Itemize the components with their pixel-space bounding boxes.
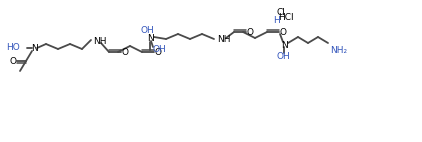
Text: H: H xyxy=(273,15,280,25)
Text: NH: NH xyxy=(93,36,106,45)
Text: HO: HO xyxy=(6,42,20,52)
Text: O: O xyxy=(279,28,287,36)
Text: Cl: Cl xyxy=(276,8,285,16)
Text: O: O xyxy=(246,28,254,36)
Text: N: N xyxy=(31,43,38,53)
Text: OH: OH xyxy=(152,44,166,54)
Text: HCl: HCl xyxy=(278,12,294,21)
Text: NH₂: NH₂ xyxy=(330,45,347,55)
Text: O: O xyxy=(122,48,129,57)
Text: N: N xyxy=(281,40,288,50)
Text: OH: OH xyxy=(276,52,290,60)
Text: OH: OH xyxy=(140,26,154,35)
Text: N: N xyxy=(146,34,153,42)
Text: O: O xyxy=(10,57,16,65)
Text: O: O xyxy=(154,48,162,57)
Text: NH: NH xyxy=(217,35,230,43)
